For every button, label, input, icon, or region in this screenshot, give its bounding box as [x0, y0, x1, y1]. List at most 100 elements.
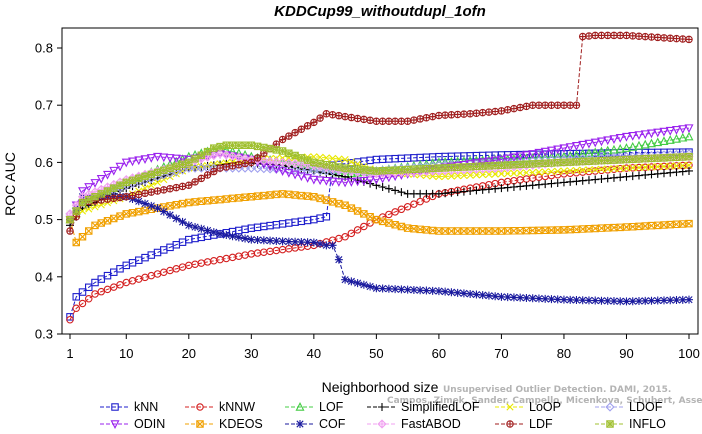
- data-point-ldf: [341, 112, 349, 121]
- legend-label-kdeos: KDEOS: [219, 417, 263, 431]
- data-point-knnw: [85, 294, 93, 303]
- data-point-inflo: [572, 158, 581, 166]
- data-point-loop: [504, 169, 512, 178]
- data-point-inflo: [385, 166, 393, 175]
- data-point-odin: [140, 155, 150, 164]
- data-point-inflo: [316, 159, 324, 168]
- data-point-lof: [684, 131, 694, 141]
- data-point-inflo: [560, 158, 568, 167]
- data-point-lof: [628, 141, 638, 151]
- data-point-ldf: [635, 32, 643, 40]
- data-point-inflo: [447, 163, 456, 172]
- plot-area-frame: [61, 27, 699, 335]
- data-point-ldf: [460, 110, 468, 118]
- data-point-knn: [85, 283, 93, 292]
- data-point-loop: [547, 167, 556, 176]
- data-point-odin: [621, 132, 631, 142]
- data-point-cof: [434, 287, 443, 296]
- data-point-simplifiedlof: [447, 188, 456, 197]
- data-point-ldf: [466, 110, 474, 118]
- data-point-ldf: [253, 154, 262, 162]
- data-point-inflo: [453, 163, 462, 172]
- x-tick-label: 40: [307, 346, 321, 361]
- data-point-odin: [353, 177, 363, 187]
- data-point-cof: [291, 237, 300, 246]
- data-point-ldf: [447, 111, 456, 119]
- data-point-kdeos: [110, 214, 118, 223]
- data-point-knn: [110, 268, 118, 276]
- series-inflo: [66, 141, 693, 224]
- data-point-cof: [147, 201, 156, 210]
- x-tick-label: 70: [494, 346, 508, 361]
- data-point-ldf: [316, 114, 324, 122]
- data-point-loop: [647, 163, 656, 171]
- data-point-kdeos: [628, 222, 637, 231]
- legend-label-knn: kNN: [134, 400, 158, 414]
- data-point-loop: [666, 162, 674, 170]
- data-point-fastabod: [227, 151, 238, 161]
- data-point-inflo: [485, 162, 493, 170]
- data-point-ldf: [241, 159, 249, 168]
- data-point-odin: [96, 174, 106, 184]
- data-point-loop: [335, 155, 343, 163]
- data-point-kdeos: [103, 216, 112, 225]
- data-point-cof: [197, 224, 206, 233]
- data-point-loop: [604, 165, 612, 173]
- data-point-ldf: [572, 101, 581, 109]
- legend-marker-odin: [110, 420, 120, 430]
- data-point-simplifiedlof: [491, 184, 500, 193]
- data-point-ldf: [360, 115, 368, 124]
- data-point-knnw: [341, 233, 349, 241]
- data-point-kdeos: [72, 238, 81, 247]
- data-point-simplifiedlof: [503, 183, 512, 192]
- data-point-inflo: [303, 156, 312, 164]
- data-point-ldf: [310, 118, 318, 127]
- x-axis: 1 10 20 30 40 50 60 70 80 90 100: [66, 334, 700, 361]
- data-point-cof: [453, 288, 462, 297]
- data-point-ldf: [597, 31, 606, 40]
- data-point-loop: [597, 165, 606, 173]
- data-point-ldf: [628, 32, 637, 40]
- data-point-cof: [641, 296, 650, 305]
- x-axis-title: Neighborhood size: [322, 379, 439, 395]
- data-point-inflo: [503, 161, 512, 169]
- y-axis-title: ROC AUC: [2, 152, 18, 216]
- data-point-knnw: [97, 287, 106, 296]
- data-point-simplifiedlof: [378, 182, 387, 191]
- data-point-cof: [209, 228, 218, 237]
- legend-label-loop: LoOP: [529, 400, 561, 414]
- data-point-ldf: [566, 101, 574, 109]
- data-point-simplifiedlof: [453, 188, 462, 197]
- data-point-cof: [491, 292, 500, 301]
- data-point-odin: [584, 139, 594, 149]
- data-point-ldf: [328, 111, 337, 119]
- data-point-loop: [91, 203, 99, 211]
- data-point-odin: [609, 135, 619, 144]
- data-point-kdeos: [397, 222, 406, 231]
- legend-label-fastabod: FastABOD: [401, 417, 461, 431]
- data-point-cof: [503, 293, 512, 302]
- data-point-knn: [103, 271, 112, 280]
- data-point-ldf: [522, 102, 531, 111]
- data-point-loop: [341, 155, 349, 164]
- data-point-odin: [534, 148, 544, 158]
- series-knnw: [66, 161, 693, 324]
- watermark-line-2: Campos, Zimek, Sander, Campello, Micenko…: [387, 396, 702, 406]
- data-point-ldf: [235, 161, 243, 169]
- data-point-loop: [566, 167, 574, 175]
- y-tick-label: 0.6: [35, 155, 53, 170]
- data-point-kdeos: [197, 197, 206, 206]
- data-point-ldof: [315, 166, 325, 176]
- data-point-ldf: [510, 104, 518, 113]
- data-point-ldof: [196, 163, 206, 173]
- data-point-cof: [534, 294, 543, 303]
- data-point-cof: [541, 294, 550, 303]
- legend-label-ldof: LDOF: [629, 400, 663, 414]
- data-point-ldof: [296, 165, 306, 175]
- data-point-knnw: [72, 304, 81, 313]
- data-point-odin: [109, 166, 119, 176]
- data-point-simplifiedlof: [572, 177, 581, 186]
- data-point-lof: [621, 143, 631, 152]
- data-point-ldf: [291, 128, 299, 137]
- data-point-kdeos: [391, 220, 399, 229]
